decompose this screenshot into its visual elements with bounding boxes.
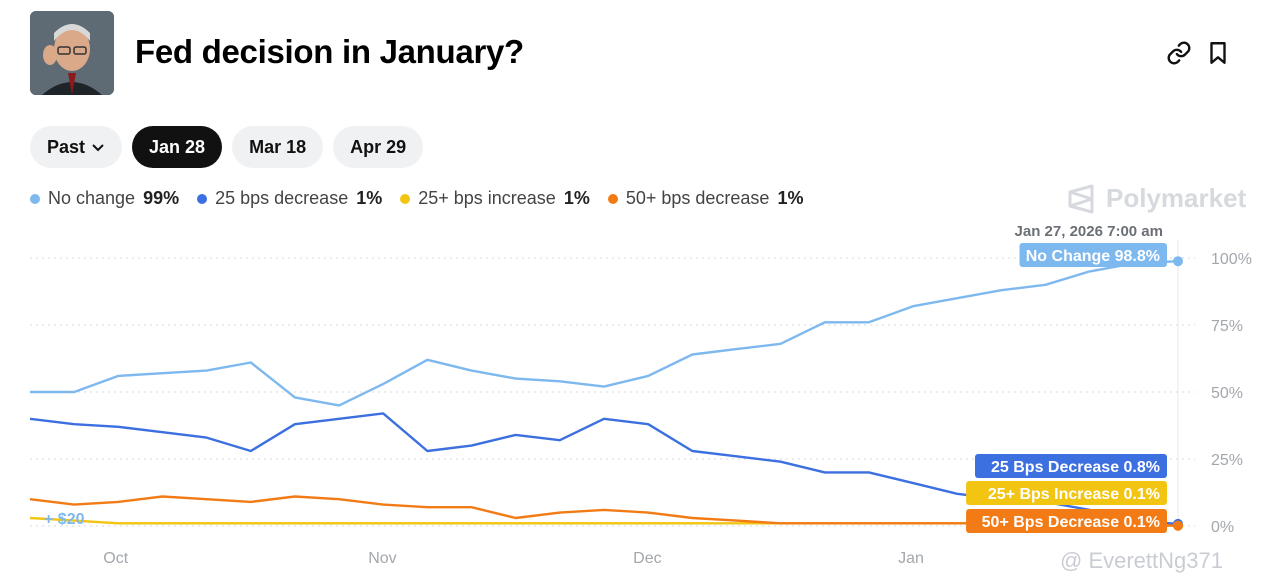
end-label-2: 25+ Bps Increase 0.1% xyxy=(966,481,1167,505)
legend-dot xyxy=(400,193,411,204)
y-axis-ticks: 100% 75% 50% 25% 0% xyxy=(1211,251,1252,536)
end-labels: No Change 98.8% 25 Bps Decrease 0.8% 25+ B… xyxy=(966,243,1167,533)
legend-item-25bps-decrease: 25 bps decrease 1% xyxy=(197,188,382,209)
tab-jan-28[interactable]: Jan 28 xyxy=(132,126,223,168)
date-tabs: Past Jan 28 Mar 18 Apr 29 xyxy=(30,126,424,168)
x-tick-label: Nov xyxy=(368,550,396,567)
legend-dot xyxy=(197,193,208,204)
hover-timestamp: Jan 27, 2026 7:00 am xyxy=(1015,223,1163,240)
legend-label: 50+ bps decrease xyxy=(625,188,770,208)
legend-item-50bps-decrease: 50+ bps decrease 1% xyxy=(607,188,804,209)
x-tick-label: Dec xyxy=(633,550,661,567)
end-label-bg xyxy=(1019,243,1167,267)
chart-grid xyxy=(30,257,1195,527)
end-label-bg xyxy=(975,454,1167,478)
y-tick-label: 100% xyxy=(1211,251,1252,268)
brand-name: Polymarket xyxy=(1106,183,1247,213)
watermark: @ EverettNg371 xyxy=(1060,548,1223,574)
polymarket-icon xyxy=(1068,184,1094,213)
bet-marker: + $20 xyxy=(44,511,85,528)
legend-label: 25 bps decrease xyxy=(215,188,349,208)
tab-apr-29-label: Apr 29 xyxy=(350,136,407,157)
series-endpoint-0 xyxy=(1173,256,1183,267)
market-title: Fed decision in January? xyxy=(135,33,524,70)
legend-value: 1% xyxy=(563,188,590,208)
end-label-text: 50+ Bps Decrease 0.1% xyxy=(982,514,1160,531)
legend-item-25bps-increase: 25+ bps increase 1% xyxy=(400,188,590,209)
tab-past[interactable]: Past xyxy=(30,126,123,168)
legend-value: 1% xyxy=(356,188,383,208)
watermark-text: @ EverettNg371 xyxy=(1060,548,1223,573)
fed-chair-avatar xyxy=(30,11,114,95)
polymarket-logo: Polymarket xyxy=(1066,183,1246,214)
legend-item-no-change: No change 99% xyxy=(30,188,179,209)
end-label-1: 25 Bps Decrease 0.8% xyxy=(975,454,1167,478)
y-tick-label: 50% xyxy=(1211,385,1243,402)
tab-mar-18-label: Mar 18 xyxy=(249,136,307,157)
end-label-bg xyxy=(966,481,1167,505)
legend-label: No change xyxy=(48,188,136,208)
end-label-text: 25+ Bps Increase 0.1% xyxy=(988,486,1160,503)
y-tick-label: 75% xyxy=(1211,318,1243,335)
end-label-0: No Change 98.8% xyxy=(1019,243,1167,267)
legend-value: 99% xyxy=(143,188,180,208)
legend-dot xyxy=(30,193,40,204)
series-endpoint-3 xyxy=(1173,520,1183,531)
tab-apr-29[interactable]: Apr 29 xyxy=(333,126,424,168)
tab-jan-28-label: Jan 28 xyxy=(149,136,206,157)
x-tick-label: Jan xyxy=(898,550,924,567)
y-tick-label: 0% xyxy=(1211,519,1234,536)
end-label-text: No Change 98.8% xyxy=(1026,248,1160,265)
x-tick-label: Oct xyxy=(103,550,128,567)
legend-label: 25+ bps increase xyxy=(418,188,556,208)
series-line-0 xyxy=(30,260,1179,407)
legend-dot xyxy=(607,193,618,204)
tab-mar-18[interactable]: Mar 18 xyxy=(232,126,324,168)
legend-value: 1% xyxy=(777,188,804,208)
bookmark-icon[interactable] xyxy=(1205,40,1231,66)
x-axis-ticks: Oct Nov Dec Jan xyxy=(103,550,924,567)
chevron-down-icon xyxy=(91,137,105,158)
end-label-3: 50+ Bps Decrease 0.1% xyxy=(966,509,1167,533)
chart-legend: No change 99% 25 bps decrease 1% 25+ bps… xyxy=(30,188,821,209)
end-label-text: 25 Bps Decrease 0.8% xyxy=(991,459,1160,476)
tab-past-label: Past xyxy=(47,136,86,157)
y-tick-label: 25% xyxy=(1211,452,1243,469)
link-icon[interactable] xyxy=(1166,40,1192,66)
portrait-image xyxy=(30,11,114,95)
end-label-bg xyxy=(966,509,1167,533)
